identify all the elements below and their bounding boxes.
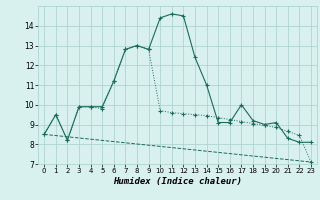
X-axis label: Humidex (Indice chaleur): Humidex (Indice chaleur): [113, 177, 242, 186]
